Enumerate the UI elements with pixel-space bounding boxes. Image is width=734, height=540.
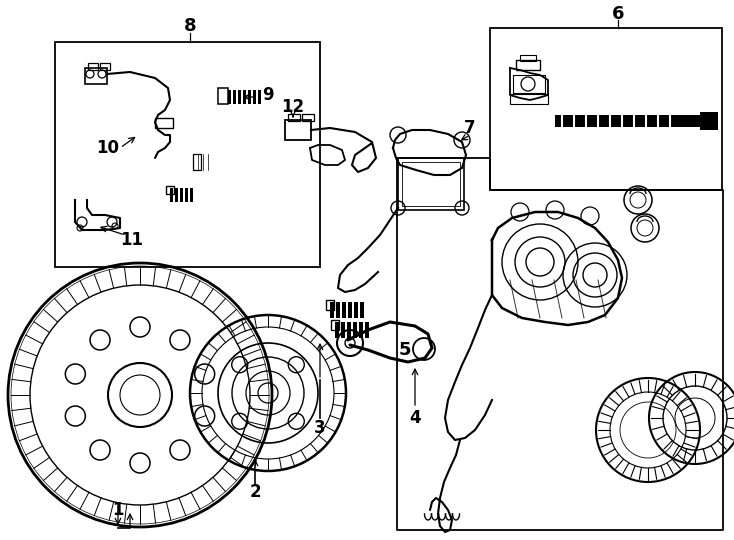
Text: 8: 8 xyxy=(184,17,196,35)
Bar xyxy=(288,114,300,121)
Bar xyxy=(243,90,246,104)
Bar xyxy=(233,90,236,104)
Text: 3: 3 xyxy=(314,419,326,437)
Text: 9: 9 xyxy=(262,86,274,104)
Bar xyxy=(347,322,351,338)
Text: 11: 11 xyxy=(120,231,144,249)
Bar xyxy=(513,75,545,93)
Bar xyxy=(360,302,364,318)
Bar xyxy=(354,302,358,318)
Bar xyxy=(700,112,718,130)
Bar xyxy=(248,90,251,104)
Bar xyxy=(180,188,183,202)
Text: 6: 6 xyxy=(611,5,624,23)
Bar xyxy=(85,68,107,84)
Bar xyxy=(365,322,369,338)
Bar xyxy=(55,42,320,267)
Bar xyxy=(193,154,201,170)
Text: 10: 10 xyxy=(96,139,120,157)
Text: 5: 5 xyxy=(399,341,411,359)
Bar xyxy=(218,88,228,104)
Bar xyxy=(510,94,548,104)
Text: 12: 12 xyxy=(281,98,305,116)
Bar xyxy=(175,188,178,202)
Bar xyxy=(353,322,357,338)
Bar xyxy=(336,302,340,318)
Bar xyxy=(335,322,339,338)
Bar xyxy=(185,188,188,202)
Text: 7: 7 xyxy=(464,119,476,137)
Bar xyxy=(88,63,98,70)
Text: 4: 4 xyxy=(409,409,421,427)
Bar xyxy=(228,90,231,104)
Bar xyxy=(166,186,174,194)
Bar xyxy=(359,322,363,338)
Bar xyxy=(341,322,345,338)
Bar xyxy=(331,320,339,330)
Bar xyxy=(516,60,540,70)
Bar xyxy=(302,114,314,121)
Text: 1: 1 xyxy=(112,501,124,519)
Bar xyxy=(238,90,241,104)
Bar xyxy=(330,302,334,318)
Bar xyxy=(170,188,173,202)
Bar xyxy=(342,302,346,318)
Bar xyxy=(520,55,536,61)
Bar xyxy=(402,162,460,206)
Bar xyxy=(348,302,352,318)
Bar xyxy=(398,158,464,210)
Bar xyxy=(100,63,110,70)
Bar xyxy=(326,300,334,310)
Bar xyxy=(190,188,193,202)
Bar xyxy=(253,90,256,104)
Bar xyxy=(155,118,173,128)
Bar xyxy=(258,90,261,104)
Text: 2: 2 xyxy=(249,483,261,501)
Bar xyxy=(490,28,722,190)
Bar xyxy=(555,115,703,127)
Bar xyxy=(285,120,311,140)
